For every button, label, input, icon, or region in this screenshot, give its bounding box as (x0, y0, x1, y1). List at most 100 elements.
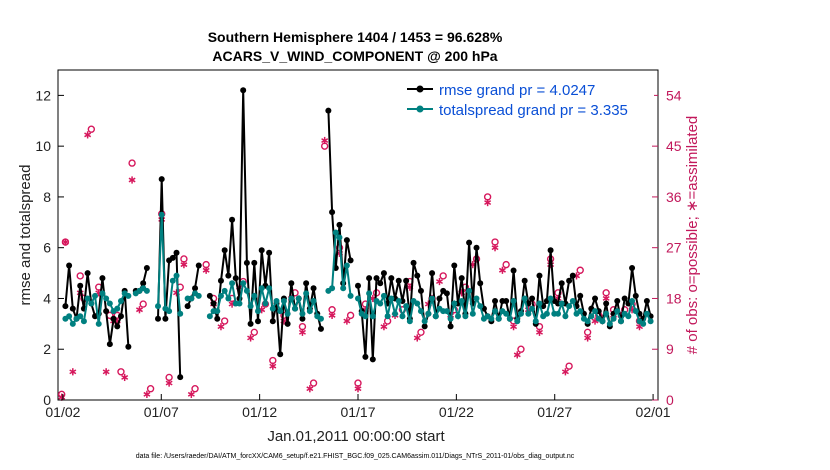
rmse-point (521, 277, 528, 284)
rmse-point (214, 315, 221, 322)
rmse-point (577, 292, 584, 299)
totalspread-point (477, 303, 484, 310)
right-tick-label: 9 (666, 341, 674, 357)
legend: rmse grand pr = 4.0247 totalspread grand… (402, 75, 654, 121)
left-tick-label: 12 (35, 87, 51, 103)
totalspread-point (599, 318, 606, 325)
totalspread-point (243, 287, 250, 294)
totalspread-point (495, 315, 502, 322)
legend-spread-marker (416, 105, 424, 113)
totalspread-point (517, 310, 524, 317)
totalspread-point (640, 320, 647, 327)
obs-possible-marker (502, 260, 510, 269)
right-tick-label: 18 (666, 290, 682, 306)
totalspread-point (532, 318, 539, 325)
rmse-point (258, 247, 265, 254)
chart-title-line2: ACARS_V_WIND_COMPONENT @ 200 hPa (212, 48, 497, 64)
plot-area (57, 69, 659, 401)
totalspread-point (143, 287, 150, 294)
rmse-point (347, 257, 354, 264)
rmse-point (403, 277, 410, 284)
totalspread-point (255, 308, 261, 315)
obs-assimilated-marker (584, 334, 592, 342)
rmse-point (529, 295, 536, 302)
rmse-point (62, 303, 69, 310)
totalspread-point (510, 298, 517, 304)
obs-assimilated-marker (298, 328, 306, 336)
totalspread-point (399, 313, 406, 320)
obs-assimilated-marker (561, 368, 569, 376)
rmse-point (240, 87, 247, 94)
legend-spread-label: totalspread grand pr = 3.335 (439, 102, 628, 119)
totalspread-point (188, 295, 195, 302)
totalspread-point (647, 318, 654, 325)
rmse-point (366, 275, 373, 282)
totalspread-point (588, 313, 595, 320)
totalspread-point (258, 285, 265, 292)
rmse-point (117, 313, 124, 320)
totalspread-point (206, 313, 213, 320)
rmse-point (158, 176, 165, 183)
totalspread-point (614, 308, 621, 315)
totalspread-point (584, 318, 591, 325)
rmse-point (266, 249, 273, 256)
totalspread-point (536, 300, 543, 307)
totalspread-point (521, 295, 528, 302)
totalspread-point (377, 300, 384, 307)
totalspread-point (329, 285, 336, 292)
rmse-point (299, 315, 306, 322)
totalspread-point (425, 310, 432, 317)
totalspread-point (155, 303, 161, 310)
rmse-point (225, 272, 232, 279)
rmse-point (84, 270, 91, 277)
rmse-point (255, 318, 261, 325)
rmse-point (355, 282, 361, 289)
totalspread-point (114, 305, 121, 312)
rmse-point (492, 298, 499, 304)
totalspread-point (443, 308, 450, 315)
right-tick-label: 27 (666, 240, 682, 256)
totalspread-point (288, 295, 295, 302)
obs-possible-marker (191, 385, 199, 393)
obs-assimilated-marker (165, 379, 173, 387)
totalspread-point (284, 310, 291, 317)
rmse-point (369, 356, 376, 363)
rmse-point (451, 262, 458, 269)
obs-assimilated-marker (498, 266, 506, 274)
obs-assimilated-marker (354, 385, 362, 393)
totalspread-point (214, 308, 221, 315)
totalspread-point (229, 280, 236, 287)
right-tick-label: 36 (666, 189, 682, 205)
totalspread-point (525, 310, 532, 317)
x-tick-label: 02/01 (636, 404, 671, 420)
obs-assimilated-marker (435, 277, 443, 286)
totalspread-point (547, 295, 554, 302)
series-lines (62, 87, 654, 381)
totalspread-point (514, 318, 521, 325)
totalspread-point (469, 310, 476, 317)
totalspread-point (269, 305, 276, 312)
rmse-point (380, 270, 387, 277)
totalspread-point (262, 300, 269, 307)
totalspread-point (169, 277, 176, 284)
totalspread-point (395, 298, 402, 304)
rmse-point (429, 270, 436, 277)
obs-possible-marker (576, 266, 584, 274)
obs-assimilated-marker (321, 136, 329, 145)
totalspread-point (643, 310, 650, 317)
obs-possible-marker (117, 368, 125, 376)
x-tick-label: 01/17 (340, 404, 375, 420)
totalspread-point (92, 292, 99, 299)
rmse-point (443, 290, 450, 297)
obs-assimilated-marker (513, 351, 521, 359)
obs-possible-marker (250, 328, 258, 337)
totalspread-point (447, 315, 454, 322)
totalspread-point (99, 290, 106, 297)
obs-possible-marker (128, 159, 136, 167)
totalspread-point (317, 315, 324, 322)
obs-assimilated-marker (380, 323, 388, 331)
rmse-point (336, 221, 343, 228)
totalspread-point (310, 298, 317, 304)
rmse-point (114, 323, 121, 330)
